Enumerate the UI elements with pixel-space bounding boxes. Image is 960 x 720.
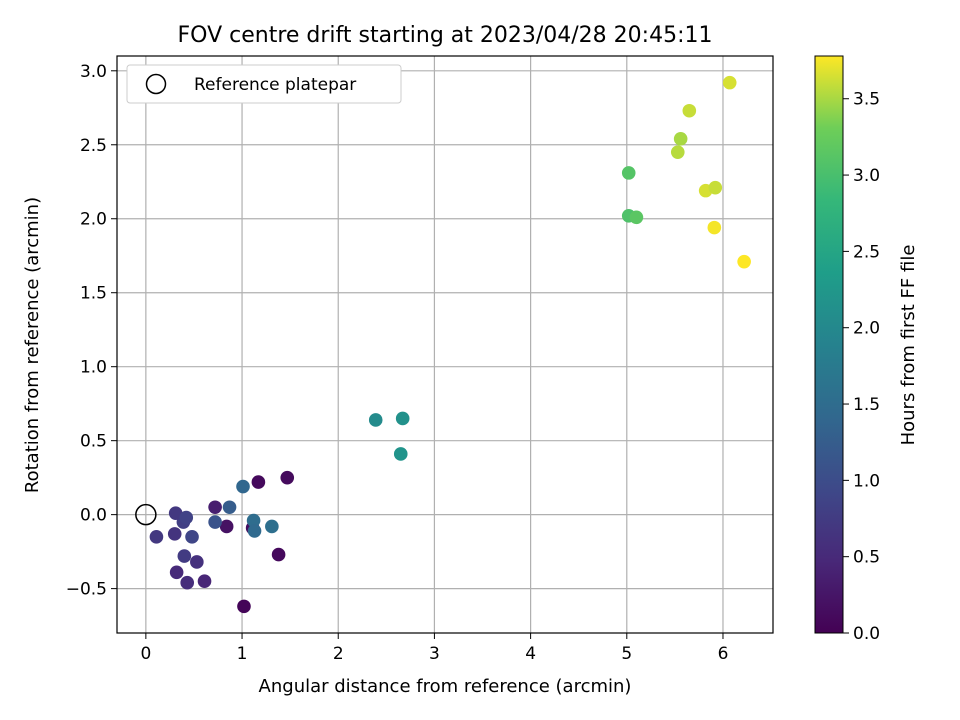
colorbar-tick-label: 1.0 [853,471,880,491]
colorbar-tick-label: 3.0 [853,166,880,186]
x-tick-label: 6 [718,644,729,664]
data-point [673,132,688,146]
data-point [395,411,410,426]
x-tick-label: 4 [525,644,536,664]
legend-box [126,64,402,104]
colorbar-label: Hours from first FF file [898,245,919,446]
data-point [670,145,685,159]
data-point [236,479,250,494]
colorbar-tick-label: 1.5 [853,395,880,415]
data-point [222,500,237,515]
data-point [177,549,192,563]
data-point [621,166,636,180]
colorbar-tick-label: 2.5 [853,242,880,262]
data-point [219,519,234,534]
y-tick-label: 1.5 [80,284,107,304]
colorbar-tick-label: 2.0 [853,319,880,339]
data-point [246,513,261,528]
data-points [135,75,751,614]
data-point [708,180,723,195]
colorbar-gradient [814,55,844,634]
x-axis-label: Angular distance from reference (arcmin) [259,676,632,697]
y-tick-label: 2.0 [80,210,107,230]
colorbar-tick-label: 0.0 [853,624,880,644]
x-tick-label: 0 [140,644,151,664]
y-tick-label: 0.5 [80,432,107,452]
data-point [190,555,204,569]
data-point [168,506,183,520]
data-point [682,103,697,118]
y-tick-label: 0.0 [80,506,107,526]
chart-title: FOV centre drift starting at 2023/04/28 … [178,23,713,48]
data-point [251,475,266,489]
data-point [707,220,722,235]
data-point [393,447,408,461]
legend-reference-marker [145,73,167,95]
y-axis-label: Rotation from reference (arcmin) [22,197,43,493]
y-tick-label: 3.0 [80,62,107,82]
data-point [737,254,751,269]
legend: Reference platepar [126,64,402,104]
data-point [247,524,262,538]
data-point [149,530,164,544]
data-point [185,530,199,544]
data-point [265,519,279,534]
plot-frame [116,55,774,634]
x-tick-label: 2 [333,644,344,664]
data-point [237,599,251,614]
axis-ticks: 0 1 2 3 4 5 6 −0.5 0.0 0.5 1.0 1.5 2.0 2.5 3.0 [66,62,729,664]
grid [117,56,773,633]
data-point [197,574,212,589]
colorbar: 0.0 0.5 1.0 1.5 2.0 2.5 3.0 3.5 Hours from firs… [814,55,919,644]
y-tick-label: −0.5 [66,580,107,600]
data-point [271,547,286,562]
reference-platepar-marker [135,503,157,526]
data-point [208,515,222,529]
data-point [208,500,222,515]
colorbar-ticks: 0.0 0.5 1.0 1.5 2.0 2.5 3.0 3.5 [843,90,880,644]
x-tick-label: 5 [621,644,632,664]
data-point [180,575,195,590]
y-tick-label: 2.5 [80,136,107,156]
y-tick-label: 1.0 [80,358,107,378]
data-point [280,470,295,485]
colorbar-tick-label: 3.5 [853,90,880,110]
data-point [629,210,644,225]
legend-label-reference: Reference platepar [194,75,356,95]
data-point [179,510,194,525]
x-tick-label: 1 [237,644,248,664]
data-point [167,527,182,541]
colorbar-tick-label: 0.5 [853,548,880,568]
data-point [722,75,737,90]
data-point [169,565,184,580]
data-point [368,413,383,427]
x-tick-label: 3 [429,644,440,664]
